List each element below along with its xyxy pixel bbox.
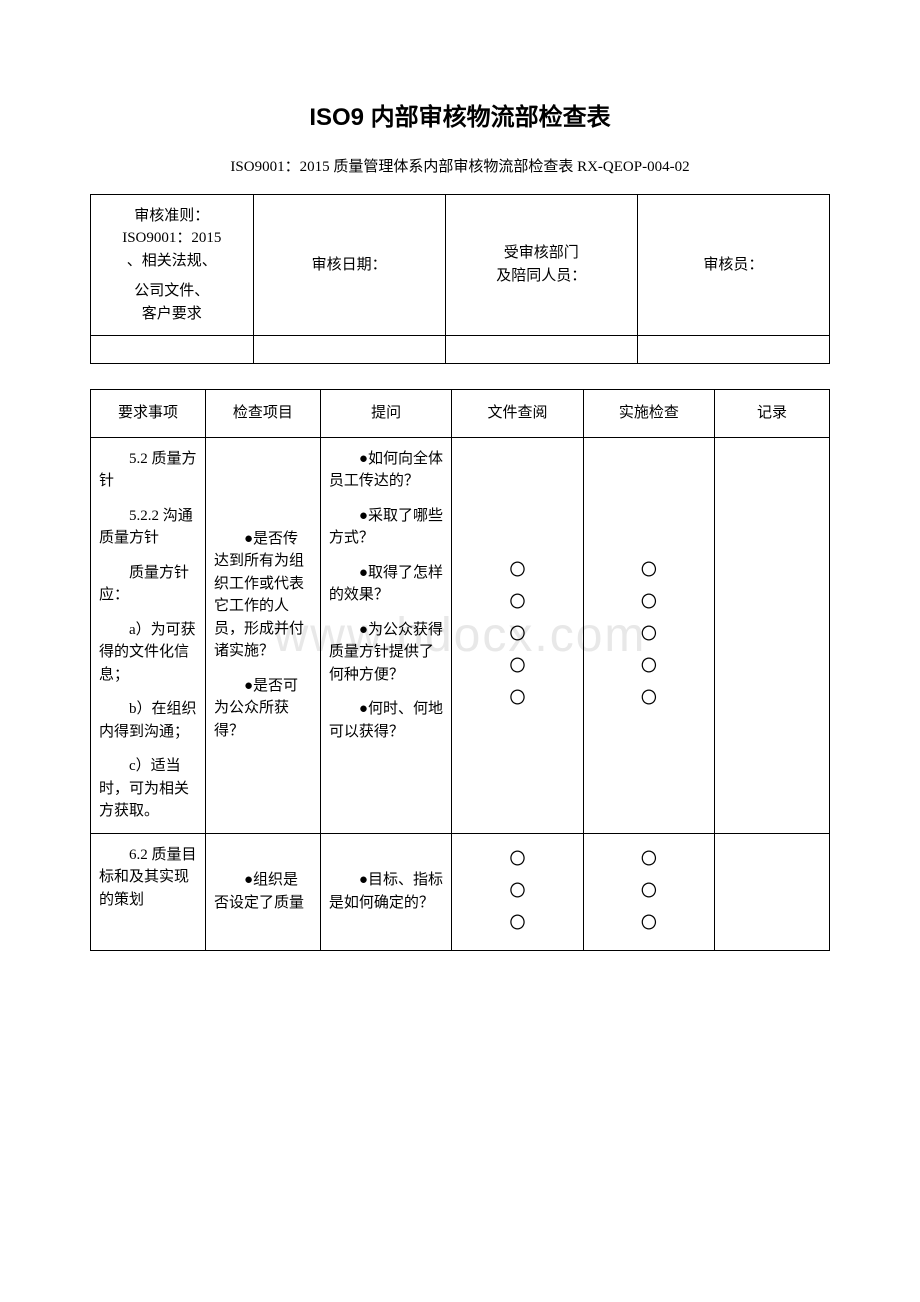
check-text: ●是否传达到所有为组织工作或代表它工作的人员，形成并付诸实施？ (214, 528, 312, 663)
impl-check-cell: 〇 〇 〇 (583, 833, 714, 950)
checklist-table: 要求事项 检查项目 提问 文件查阅 实施检查 记录 5.2 质量方针 5.2.2… (90, 389, 830, 951)
check-item-cell: ●组织是否设定了质量 (205, 833, 320, 950)
ask-text: ●为公众获得质量方针提供了何种方便？ (329, 619, 443, 687)
audit-criteria-cell: 审核准则：ISO9001：2015、相关法规、 公司文件、客户要求 (91, 194, 254, 336)
circle-mark: 〇 (592, 555, 706, 587)
check-item-cell: ●是否传达到所有为组织工作或代表它工作的人员，形成并付诸实施？ ●是否可为公众所… (205, 437, 320, 833)
col-header-check-item: 检查项目 (205, 390, 320, 438)
audit-criteria-text-2: 公司文件、客户要求 (99, 280, 245, 325)
ask-text: ●何时、何地可以获得？ (329, 698, 443, 743)
ask-text: ●如何向全体员工传达的？ (329, 448, 443, 493)
requirement-cell: 6.2 质量目标和及其实现的策划 (91, 833, 206, 950)
record-cell (715, 833, 830, 950)
document-title: ISO9 内部审核物流部检查表 (90, 100, 830, 136)
record-cell (715, 437, 830, 833)
req-text: 5.2.2 沟通质量方针 (99, 505, 197, 550)
circle-mark: 〇 (460, 908, 574, 940)
file-review-cell: 〇 〇 〇 (452, 833, 583, 950)
circle-mark: 〇 (460, 844, 574, 876)
circle-mark: 〇 (592, 587, 706, 619)
file-review-cell: 〇 〇 〇 〇 〇 (452, 437, 583, 833)
requirement-cell: 5.2 质量方针 5.2.2 沟通质量方针 质量方针应： a）为可获得的文件化信… (91, 437, 206, 833)
req-text: b）在组织内得到沟通； (99, 698, 197, 743)
impl-check-cell: 〇 〇 〇 〇 〇 (583, 437, 714, 833)
circle-mark: 〇 (460, 876, 574, 908)
circle-mark: 〇 (460, 619, 574, 651)
circle-mark: 〇 (592, 908, 706, 940)
req-text: c）适当时，可为相关方获取。 (99, 755, 197, 823)
ask-text: ●取得了怎样的效果？ (329, 562, 443, 607)
check-text: ●组织是否设定了质量 (214, 869, 312, 914)
req-text: 6.2 质量目标和及其实现的策划 (99, 844, 197, 912)
col-header-record: 记录 (715, 390, 830, 438)
question-cell: ●如何向全体员工传达的？ ●采取了哪些方式？ ●取得了怎样的效果？ ●为公众获得… (320, 437, 451, 833)
table-header-row: 要求事项 检查项目 提问 文件查阅 实施检查 记录 (91, 390, 830, 438)
req-text: 质量方针应： (99, 562, 197, 607)
header-info-table: 审核准则：ISO9001：2015、相关法规、 公司文件、客户要求 审核日期： … (90, 194, 830, 365)
blank-cell (637, 336, 829, 364)
circle-mark: 〇 (592, 844, 706, 876)
header-blank-row (91, 336, 830, 364)
circle-mark: 〇 (592, 619, 706, 651)
circle-mark: 〇 (460, 555, 574, 587)
audit-date-cell: 审核日期： (253, 194, 445, 336)
check-text: ●是否可为公众所获得？ (214, 675, 312, 743)
col-header-file-review: 文件查阅 (452, 390, 583, 438)
ask-text: ●目标、指标是如何确定的？ (329, 869, 443, 914)
audit-criteria-text-1: 审核准则：ISO9001：2015、相关法规、 (99, 205, 245, 273)
blank-cell (445, 336, 637, 364)
col-header-requirement: 要求事项 (91, 390, 206, 438)
col-header-question: 提问 (320, 390, 451, 438)
blank-cell (253, 336, 445, 364)
col-header-impl-check: 实施检查 (583, 390, 714, 438)
circle-mark: 〇 (592, 683, 706, 715)
req-text: a）为可获得的文件化信息； (99, 619, 197, 687)
auditor-cell: 审核员： (637, 194, 829, 336)
audited-dept-cell: 受审核部门及陪同人员： (445, 194, 637, 336)
circle-mark: 〇 (460, 651, 574, 683)
question-cell: ●目标、指标是如何确定的？ (320, 833, 451, 950)
header-row: 审核准则：ISO9001：2015、相关法规、 公司文件、客户要求 审核日期： … (91, 194, 830, 336)
table-row: 5.2 质量方针 5.2.2 沟通质量方针 质量方针应： a）为可获得的文件化信… (91, 437, 830, 833)
req-text: 5.2 质量方针 (99, 448, 197, 493)
blank-cell (91, 336, 254, 364)
circle-mark: 〇 (592, 651, 706, 683)
document-subtitle: ISO9001：2015 质量管理体系内部审核物流部检查表 RX-QEOP-00… (90, 156, 830, 179)
table-row: 6.2 质量目标和及其实现的策划 ●组织是否设定了质量 ●目标、指标是如何确定的… (91, 833, 830, 950)
circle-mark: 〇 (460, 587, 574, 619)
circle-mark: 〇 (460, 683, 574, 715)
ask-text: ●采取了哪些方式？ (329, 505, 443, 550)
circle-mark: 〇 (592, 876, 706, 908)
